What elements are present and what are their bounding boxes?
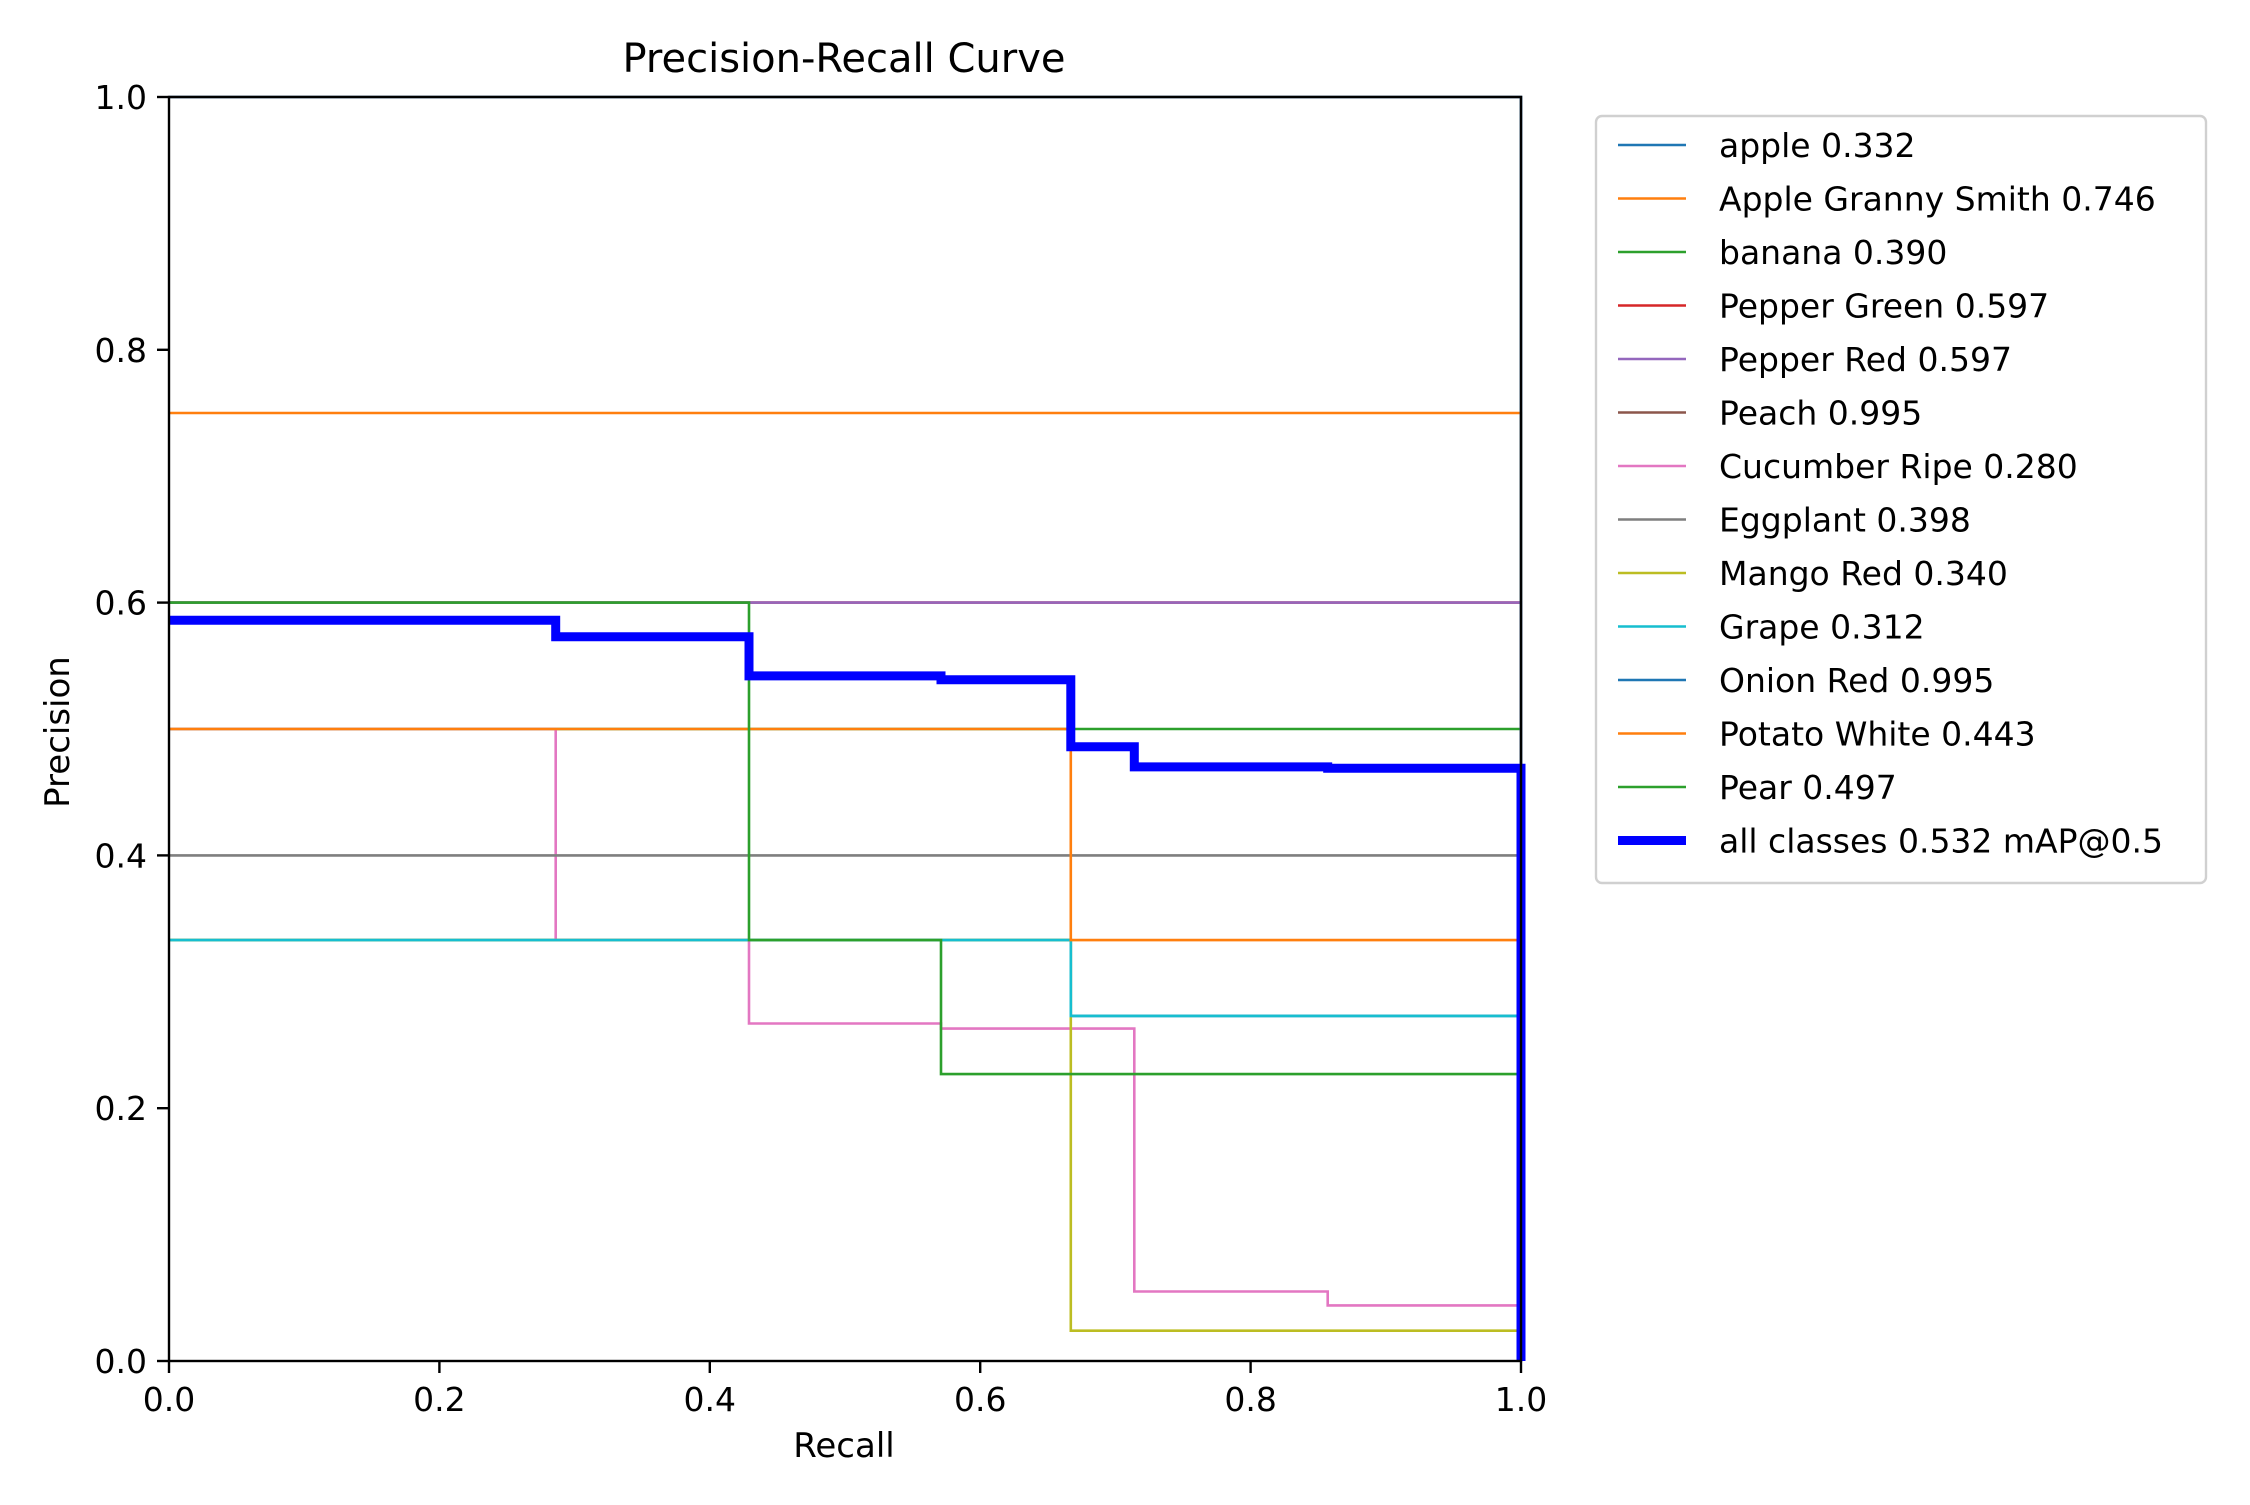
y-tick-label: 0.8 — [95, 331, 147, 370]
series-line-7 — [169, 854, 1523, 1361]
legend-box — [1594, 114, 2208, 885]
series-line-4 — [169, 601, 1523, 1361]
x-tick-label: 0.2 — [413, 1380, 465, 1419]
x-tick-label: 0.6 — [954, 1380, 1006, 1419]
series-line-3 — [169, 601, 1523, 1361]
plot-frame — [167, 95, 1523, 1363]
x-axis-label: Recall — [793, 1426, 894, 1466]
series-line-11 — [169, 727, 1523, 1361]
legend-entry-8: Mango Red 0.340 — [1719, 554, 2008, 593]
series-line-13 — [169, 615, 1526, 1361]
x-tick-label: 0.4 — [684, 1380, 736, 1419]
y-tick-label: 1.0 — [95, 78, 147, 117]
legend-entry-4: Pepper Red 0.597 — [1719, 340, 2012, 379]
series-line-2 — [169, 727, 1523, 1361]
plot-area — [169, 95, 1526, 1361]
axes: 0.0 0.2 0.4 0.6 0.8 1.0 0.0 0.2 0.4 0.6 0.8 1.0 — [95, 78, 1548, 1419]
legend-entry-0: apple 0.332 — [1719, 126, 1916, 165]
legend-entry-2: banana 0.390 — [1719, 233, 1947, 272]
series-line-12 — [169, 601, 1523, 1361]
series-line-1 — [169, 411, 1523, 1361]
legend-entry-10: Onion Red 0.995 — [1719, 661, 1994, 700]
legend-entry-9: Grape 0.312 — [1719, 608, 1925, 647]
series-line-0 — [169, 938, 1523, 1361]
legend-entry-7: Eggplant 0.398 — [1719, 501, 1971, 540]
y-tick-label: 0.2 — [95, 1089, 147, 1128]
legend-entry-12: Pear 0.497 — [1719, 768, 1897, 807]
y-tick-label: 0.6 — [95, 584, 147, 623]
x-tick-label: 0.0 — [143, 1380, 195, 1419]
y-tick-label: 0.0 — [95, 1342, 147, 1381]
legend-entry-1: Apple Granny Smith 0.746 — [1719, 180, 2156, 219]
legend-entry-13: all classes 0.532 mAP@0.5 — [1719, 822, 2163, 861]
x-tick-label: 1.0 — [1495, 1380, 1547, 1419]
legend-entry-6: Cucumber Ripe 0.280 — [1719, 447, 2078, 486]
legend-entry-5: Peach 0.995 — [1719, 394, 1922, 433]
legend-entry-11: Potato White 0.443 — [1719, 715, 2036, 754]
series-line-6 — [169, 727, 1523, 1361]
legend: apple 0.332 Apple Granny Smith 0.746 banan… — [1594, 114, 2208, 885]
y-tick-label: 0.4 — [95, 836, 147, 875]
chart-title: Precision-Recall Curve — [623, 36, 1066, 82]
legend-entry-3: Pepper Green 0.597 — [1719, 287, 2049, 326]
series-line-8 — [169, 938, 1523, 1361]
y-axis-label: Precision — [38, 656, 78, 808]
x-tick-label: 0.8 — [1224, 1380, 1276, 1419]
series-line-9 — [169, 938, 1523, 1361]
